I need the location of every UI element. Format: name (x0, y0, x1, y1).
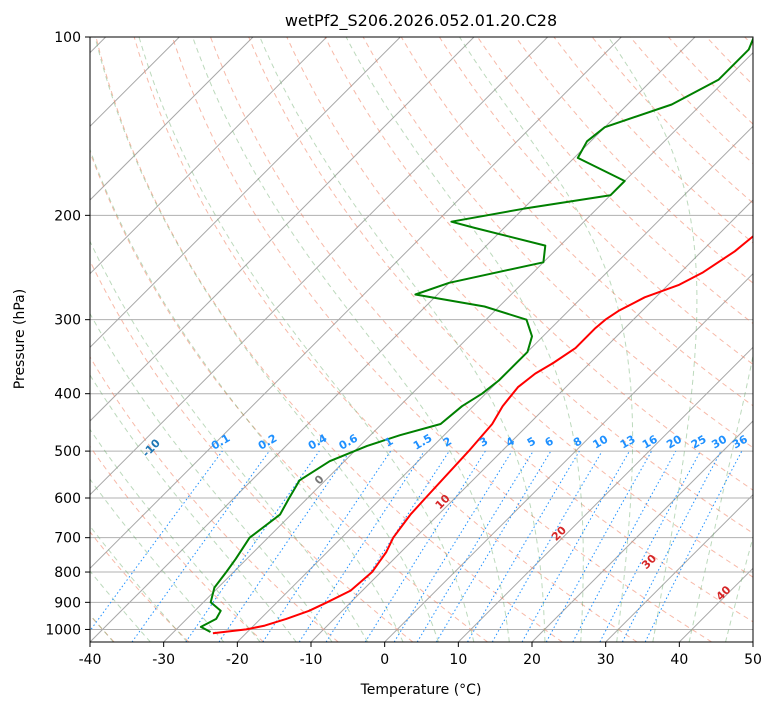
dry-adiabat-line (90, 531, 190, 642)
moist-adiabat-line (459, 37, 634, 642)
x-tick-label: 20 (523, 652, 541, 668)
moist-adiabat-line (90, 148, 404, 642)
x-tick-label: -10 (300, 652, 323, 668)
y-tick-label: 600 (54, 491, 81, 507)
y-axis-label: Pressure (hPa) (12, 289, 28, 389)
isotherm-line (90, 37, 401, 349)
dry-adiabat-line (248, 37, 753, 578)
dry-adiabat-line (210, 37, 753, 623)
isotherm-line (90, 37, 475, 422)
dry-adiabat-line (133, 37, 638, 642)
x-tick-label: -40 (79, 652, 102, 668)
isobar-grid (90, 37, 753, 630)
y-tick-label: 500 (54, 444, 81, 460)
moist-adiabat-line (345, 37, 584, 642)
isotherm-line (163, 51, 753, 642)
y-tick-label: 900 (54, 595, 81, 611)
y-tick-label: 700 (54, 531, 81, 547)
mixing-ratio-line (131, 450, 270, 642)
mixing-ratio-line (325, 450, 450, 642)
mixing-ratio-line (435, 450, 552, 642)
isotherm-line (90, 37, 328, 275)
dry-adiabat-line (286, 37, 753, 534)
y-tick-label: 300 (54, 313, 81, 329)
isotherm-line (236, 125, 753, 642)
mixing-ratio-lines (90, 450, 743, 642)
x-tick-label: 40 (670, 652, 688, 668)
profile-series-line (212, 235, 753, 635)
x-tick-label: -30 (152, 652, 175, 668)
y-axis-ticks: 1000 900 800 700 600 500 400 300 200 100 (45, 30, 90, 638)
mixing-ratio-line (416, 450, 534, 642)
moist-adiabat-line (607, 37, 698, 642)
dry-adiabat-line (324, 37, 753, 491)
mixing-ratio-line (491, 450, 603, 642)
chart-title: wetPf2_S206.2026.052.01.20.C28 (285, 11, 557, 31)
y-tick-label: 1000 (45, 622, 81, 638)
x-axis-ticks: -40 -30 -20 -10 0 10 20 30 40 50 (79, 642, 762, 668)
isotherm-line (90, 37, 696, 642)
isotherm-line (90, 37, 549, 496)
x-tick-label: -20 (226, 652, 249, 668)
dry-adiabat-line (362, 37, 753, 449)
isotherm-line (605, 493, 753, 642)
isotherm-line (90, 37, 254, 201)
x-tick-label: 0 (380, 652, 389, 668)
plot-frame (89, 36, 754, 643)
x-tick-label: 50 (744, 652, 762, 668)
mixing-ratio-line (521, 450, 630, 642)
isotherm-grid (90, 37, 753, 642)
moist-adiabat-line (259, 37, 546, 642)
dry-adiabat-line (438, 37, 753, 365)
profile-series (199, 37, 753, 635)
profile-series-line (199, 37, 753, 633)
mixing-ratio-line (218, 450, 351, 642)
isotherm-line (384, 272, 753, 642)
dry-adiabat-line (90, 259, 414, 642)
mixing-ratio-line (185, 450, 320, 642)
moist-adiabat-line (192, 37, 510, 642)
y-tick-label: 100 (54, 30, 81, 46)
dry-adiabat-line (400, 37, 753, 407)
mixing-ratio-line (90, 450, 223, 632)
dry-adiabat-line (95, 37, 563, 642)
moist-adiabat-line (94, 37, 439, 642)
x-tick-label: 30 (597, 652, 615, 668)
mixing-ratio-line (364, 450, 486, 642)
mixing-ratio-line (545, 450, 653, 642)
x-axis-label: Temperature (°C) (360, 682, 482, 698)
moist-adiabat-lines (90, 37, 753, 642)
isotherm-line (457, 346, 753, 642)
mixing-ratio-line (393, 450, 513, 642)
plot-area: 0.1 0.2 0.4 0.6 1 1.5 2 3 4 5 6 8 10 13 16 20 25 30 36-100… (90, 37, 753, 642)
moist-adiabat-line (688, 353, 753, 642)
dry-adiabat-line (90, 355, 339, 642)
isotherm-line (90, 37, 622, 570)
dry-adiabat-lines (90, 37, 753, 642)
isotherm-line (531, 420, 753, 642)
mixing-ratio-line (572, 450, 677, 642)
x-tick-label: 10 (449, 652, 467, 668)
moist-adiabat-line (725, 535, 753, 642)
y-tick-label: 200 (54, 208, 81, 224)
y-tick-label: 800 (54, 565, 81, 581)
mixing-ratio-line (467, 450, 580, 642)
y-tick-label: 400 (54, 387, 81, 403)
moist-adiabat-line (138, 37, 475, 642)
